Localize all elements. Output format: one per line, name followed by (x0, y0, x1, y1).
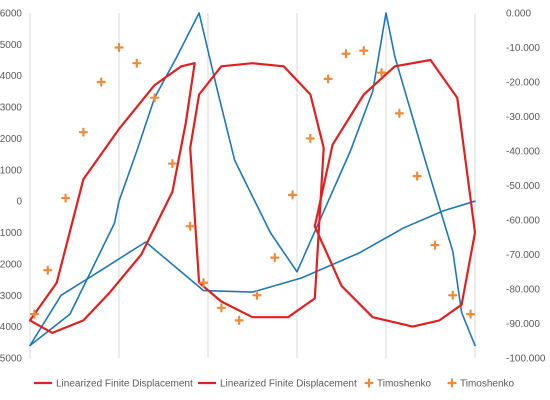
gridlines (29, 13, 476, 358)
data-point-5-12 (234, 315, 244, 325)
data-point-5-3 (78, 127, 89, 137)
legend: Linearized Finite Displacement Linearized… (34, 378, 515, 390)
series-line-4 (313, 58, 477, 328)
legend-entry: Linearized Finite Displacement (34, 379, 193, 390)
data-point-5-8 (167, 158, 177, 169)
legend-swatch-cross (447, 378, 457, 388)
series-layer (28, 12, 477, 347)
legend-label: Timoshenko (460, 379, 515, 390)
left-tick-label: -1000 (0, 228, 22, 239)
right-tick-label: -10.000 (506, 43, 540, 54)
data-point-5-19 (359, 46, 369, 56)
data-point-5-0 (29, 309, 40, 319)
left-tick-label: -4000 (0, 322, 22, 333)
data-point-5-20 (376, 67, 387, 78)
right-tick-label: 0.000 (506, 9, 531, 20)
data-point-5-14 (270, 253, 280, 263)
data-point-5-13 (252, 290, 262, 300)
data-point-5-16 (305, 133, 315, 144)
left-tick-label: 6000 (0, 9, 22, 20)
left-tick-label: 4000 (0, 71, 22, 82)
right-tick-label: -20.000 (506, 78, 540, 89)
legend-swatch-cross (364, 378, 374, 388)
right-tick-label: -80.000 (506, 285, 540, 296)
data-point-5-23 (430, 240, 440, 250)
left-tick-label: 1000 (0, 165, 22, 176)
data-point-5-17 (323, 74, 333, 84)
left-tick-label: 5000 (0, 40, 22, 51)
left-axis-ticks: -5000 -4000 -3000 -2000 -1000 0 1000 2000 3000 40… (0, 9, 22, 365)
data-point-5-6 (132, 58, 142, 68)
data-point-5-18 (341, 49, 351, 59)
data-point-5-11 (216, 303, 226, 313)
right-tick-label: -50.000 (506, 181, 540, 192)
legend-label: Linearized Finite Displacement (56, 379, 193, 390)
data-point-5-25 (465, 309, 476, 319)
data-point-5-10 (198, 278, 209, 288)
right-tick-label: -90.000 (506, 319, 540, 330)
data-point-5-15 (287, 190, 298, 200)
series-line-2 (28, 62, 196, 334)
data-point-5-4 (96, 77, 106, 87)
data-point-5-22 (412, 171, 422, 181)
data-point-5-9 (185, 221, 195, 231)
series-line-0 (29, 12, 476, 347)
data-point-5-24 (448, 290, 458, 300)
left-tick-label: 0 (16, 197, 22, 208)
right-tick-label: -40.000 (506, 147, 540, 158)
legend-entry: Timoshenko (364, 378, 432, 390)
left-tick-label: -2000 (0, 259, 22, 270)
right-tick-label: -30.000 (506, 112, 540, 123)
data-point-5-7 (150, 93, 160, 103)
left-tick-label: -3000 (0, 291, 22, 302)
legend-label: Timoshenko (377, 379, 432, 390)
left-tick-label: -5000 (0, 354, 22, 365)
data-point-5-21 (394, 108, 404, 118)
right-tick-label: -100.000 (506, 354, 546, 365)
right-axis-ticks: -100.000 -90.000 -80.000 -70.000 -60.000 -50.… (506, 9, 546, 365)
legend-entry: Timoshenko (447, 378, 515, 390)
left-tick-label: 2000 (0, 134, 22, 145)
legend-label: Linearized Finite Displacement (220, 379, 357, 390)
data-point-5-1 (43, 265, 53, 275)
right-tick-label: -60.000 (506, 216, 540, 227)
series-line-3 (189, 62, 325, 319)
data-point-5-2 (60, 193, 71, 203)
series-line-1 (29, 200, 476, 347)
right-tick-label: -70.000 (506, 250, 540, 261)
legend-entry: Linearized Finite Displacement (198, 379, 357, 390)
data-point-5-5 (114, 42, 124, 53)
left-tick-label: 3000 (0, 103, 22, 114)
